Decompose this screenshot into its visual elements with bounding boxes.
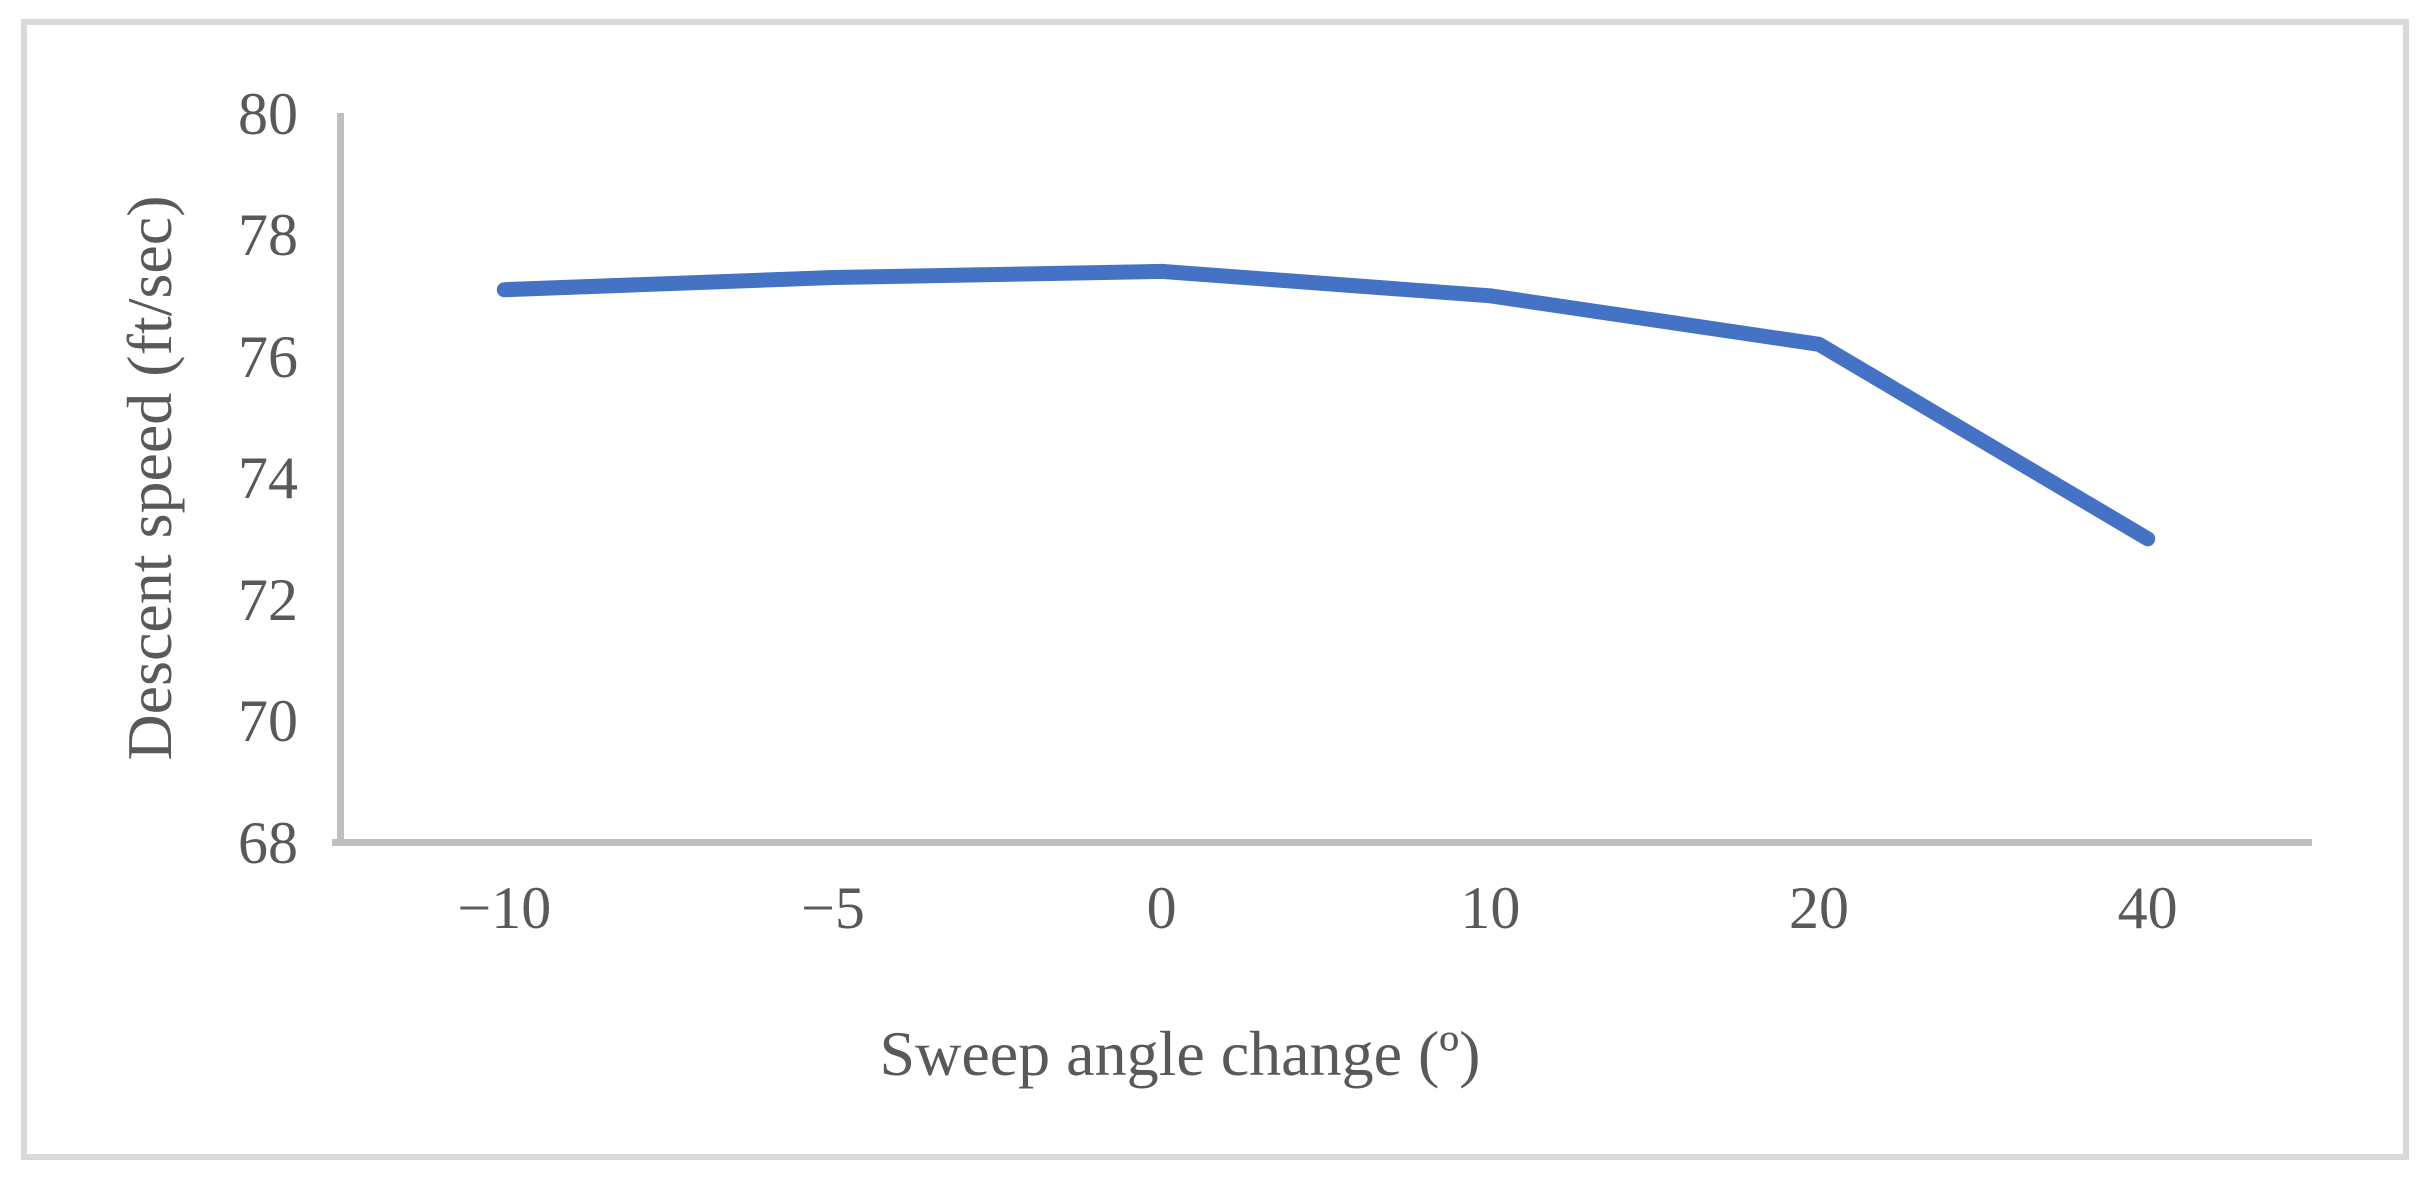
y-axis-title: Descent speed (ft/sec) bbox=[114, 195, 185, 761]
y-tick-label: 78 bbox=[238, 202, 298, 268]
x-tick-label: 10 bbox=[1460, 875, 1521, 941]
y-tick-label: 76 bbox=[238, 323, 298, 390]
x-axis-title: Sweep angle change (º) bbox=[879, 1018, 1481, 1089]
y-axis-line bbox=[337, 113, 344, 846]
x-tick-label: 40 bbox=[2117, 875, 2178, 941]
y-tick-label: 74 bbox=[238, 445, 298, 511]
data-line bbox=[496, 263, 2156, 547]
y-tick-label: 68 bbox=[238, 809, 298, 876]
chart-border bbox=[21, 19, 2409, 1160]
y-tick-label: 72 bbox=[238, 566, 298, 633]
x-tick-label: −10 bbox=[457, 875, 552, 941]
y-tick-label: 80 bbox=[238, 80, 298, 147]
x-tick-label: 20 bbox=[1788, 875, 1849, 941]
x-tick-label: −5 bbox=[801, 875, 865, 941]
x-tick-label: 0 bbox=[1146, 875, 1177, 941]
y-tick-label: 70 bbox=[238, 688, 298, 754]
x-axis-line bbox=[332, 839, 2312, 846]
